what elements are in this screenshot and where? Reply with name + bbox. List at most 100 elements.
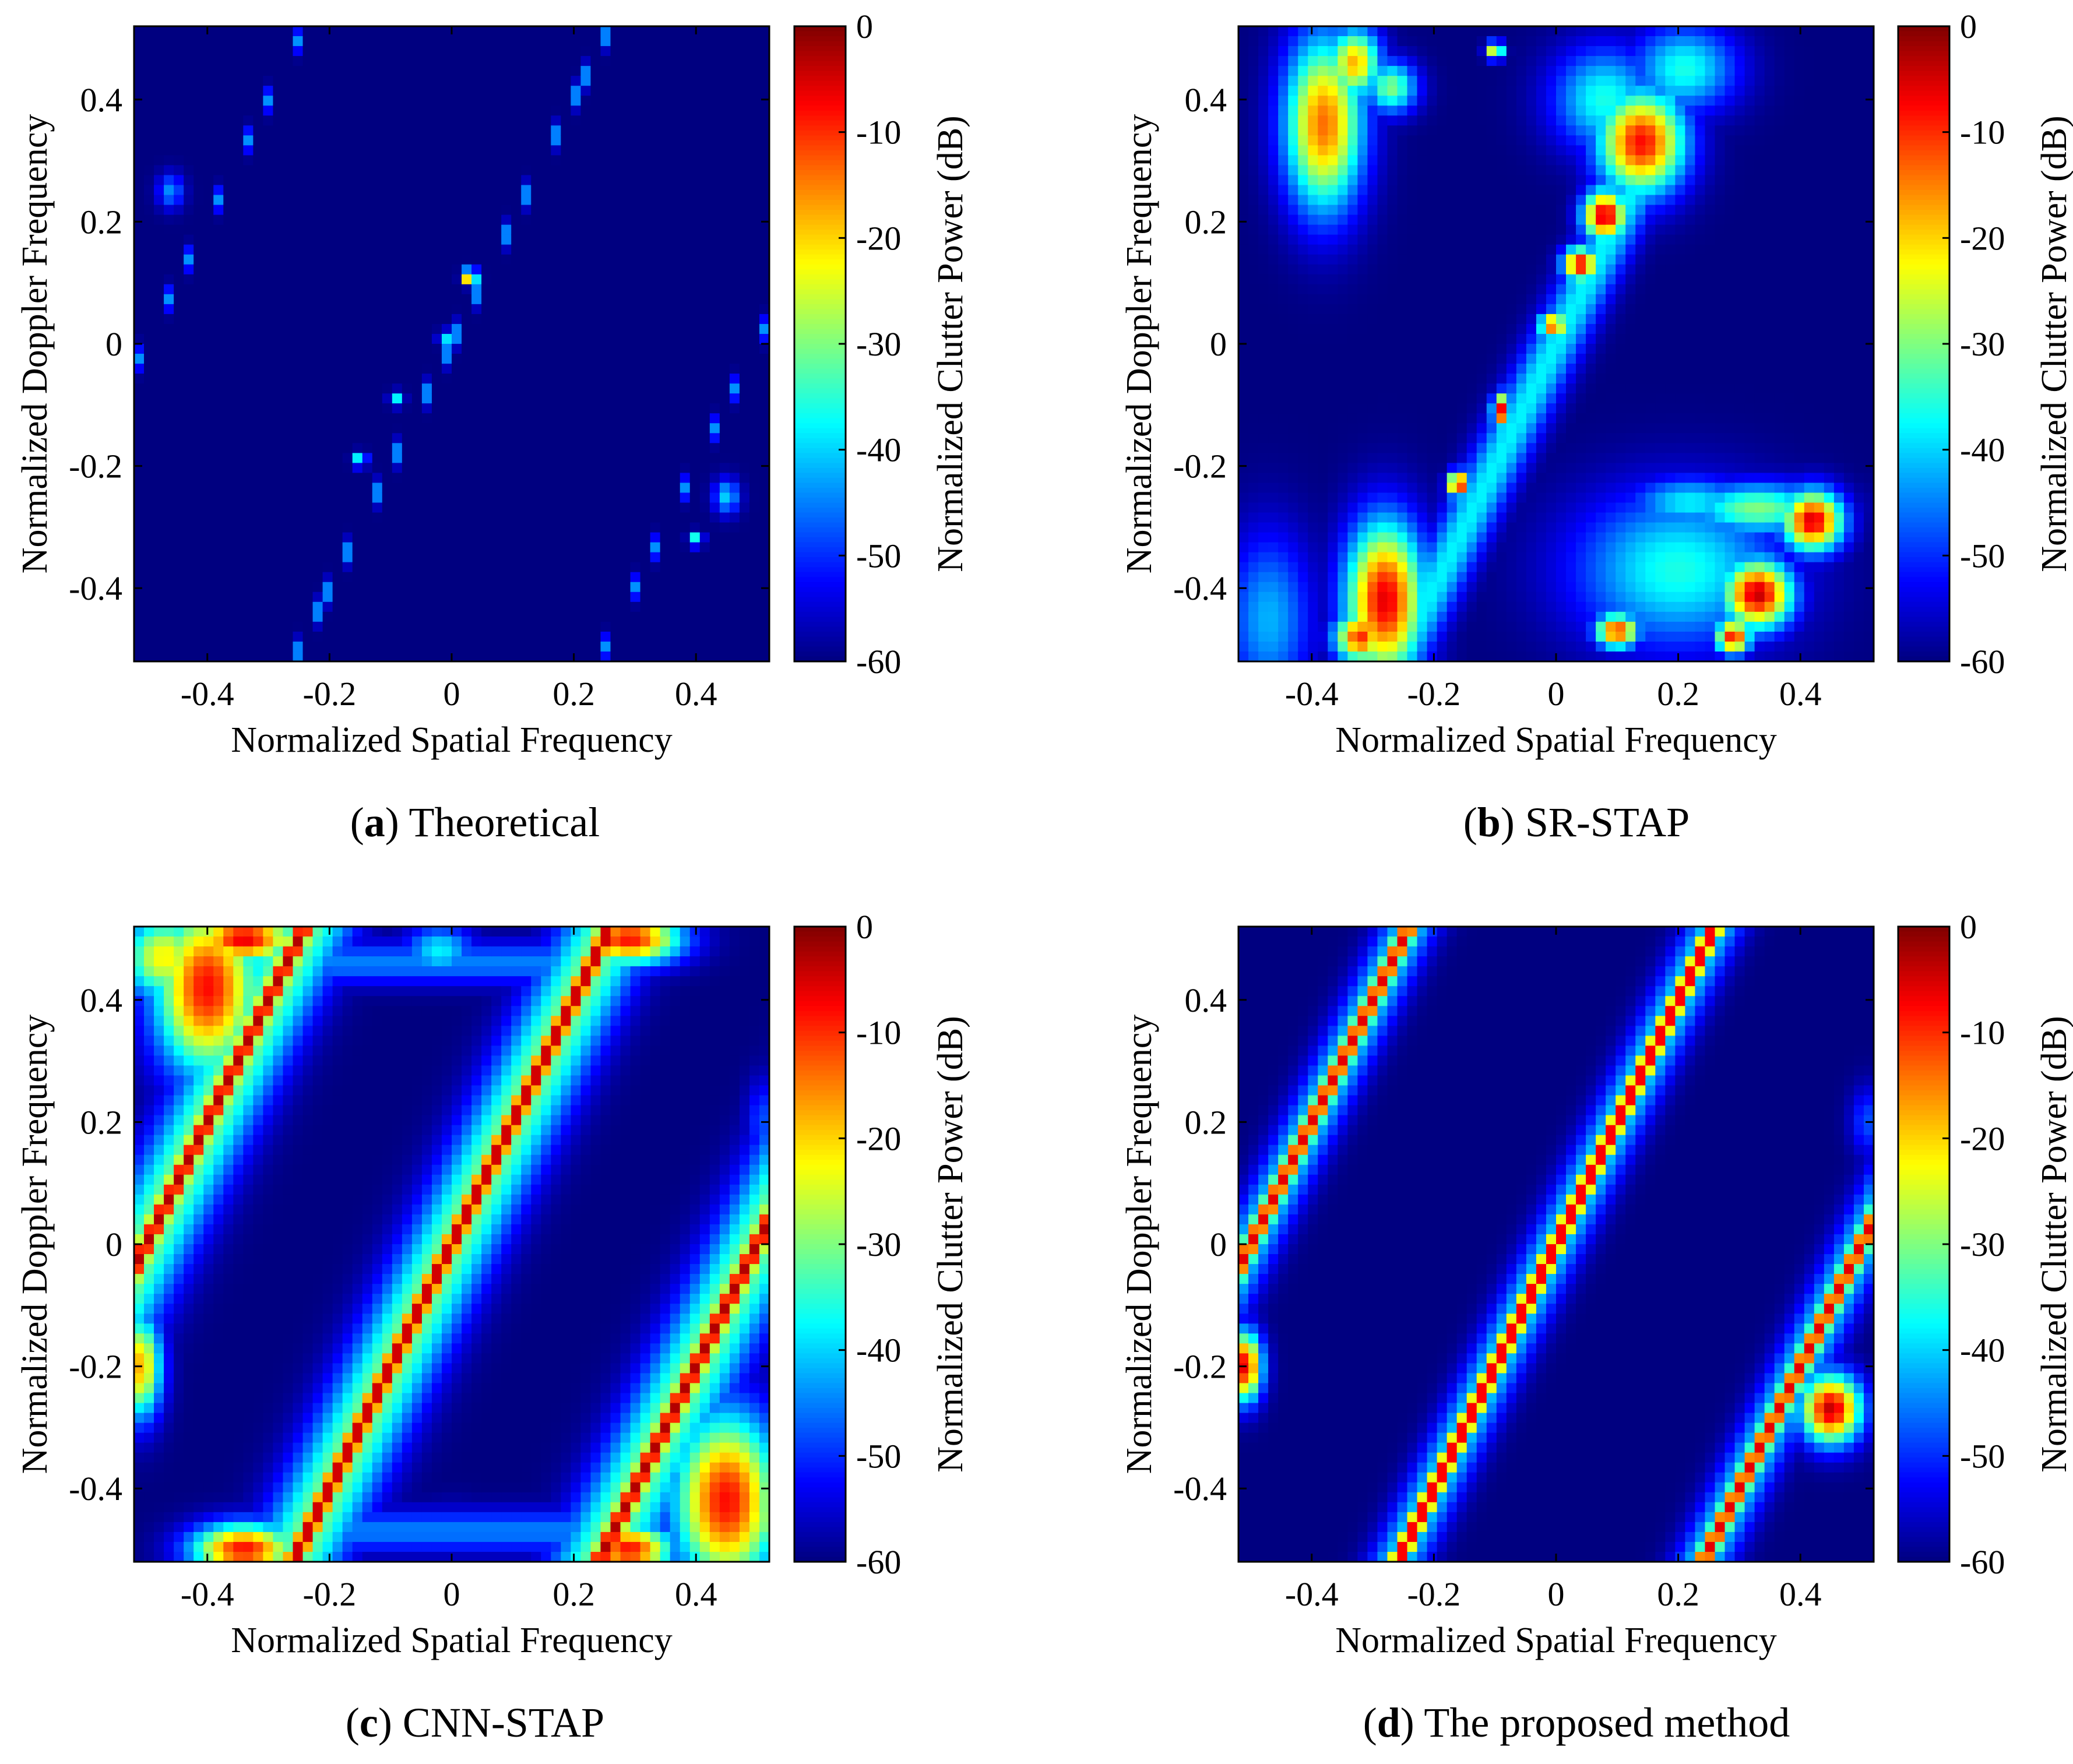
heatmap-cell	[402, 374, 413, 384]
heatmap-cell	[680, 413, 691, 424]
heatmap-cell	[749, 165, 760, 176]
heatmap-cell	[372, 195, 383, 206]
heatmap-cell	[719, 26, 730, 37]
heatmap-cell	[699, 195, 710, 206]
heatmap-cell	[1248, 582, 1259, 593]
heatmap-cell	[462, 473, 472, 484]
heatmap-cell	[739, 304, 750, 315]
heatmap-cell	[660, 582, 671, 593]
heatmap-cell	[164, 254, 174, 265]
heatmap-cell	[462, 562, 472, 573]
heatmap-cell	[620, 105, 631, 116]
heatmap-cell	[322, 205, 333, 216]
heatmap-cell	[511, 26, 522, 37]
heatmap-cell	[580, 383, 592, 394]
heatmap-cell	[471, 96, 482, 106]
heatmap-cell	[352, 522, 363, 533]
heatmap-cell	[441, 374, 452, 384]
heatmap-cell	[302, 36, 314, 47]
heatmap-cell	[184, 323, 194, 335]
heatmap-cell	[719, 591, 730, 603]
heatmap-cell	[203, 403, 214, 414]
heatmap-cell	[223, 601, 234, 612]
heatmap-cell	[452, 96, 462, 106]
heatmap-cell	[541, 453, 551, 463]
heatmap-cell	[759, 304, 770, 315]
heatmap-cell	[551, 601, 561, 612]
colorbar-step	[794, 408, 846, 414]
heatmap-cell	[193, 552, 204, 563]
heatmap-cell	[1338, 254, 1348, 265]
heatmap-cell	[630, 125, 641, 136]
heatmap-cell	[462, 572, 472, 583]
heatmap-cell	[193, 175, 204, 186]
heatmap-cell	[600, 185, 611, 196]
heatmap-cell	[590, 492, 601, 504]
heatmap-cell	[1288, 105, 1298, 116]
colorbar-step	[794, 323, 846, 330]
heatmap-cell	[481, 483, 492, 494]
heatmap-cell	[164, 572, 174, 583]
heatmap-cell	[402, 611, 413, 622]
heatmap-cell	[293, 374, 304, 384]
heatmap-cell	[144, 621, 154, 632]
heatmap-cell	[1278, 413, 1289, 424]
heatmap-cell	[1288, 125, 1298, 136]
heatmap-cell	[719, 323, 730, 335]
heatmap-cell	[421, 224, 432, 235]
heatmap-cell	[580, 304, 592, 315]
heatmap-cell	[670, 502, 681, 513]
heatmap-cell	[452, 274, 462, 285]
heatmap-cell	[223, 96, 234, 106]
heatmap-cell	[193, 651, 204, 662]
heatmap-cell	[521, 254, 532, 265]
heatmap-cell	[729, 383, 740, 394]
heatmap-cell	[283, 542, 294, 553]
heatmap-cell	[293, 433, 304, 443]
heatmap-cell	[154, 403, 164, 414]
heatmap-cell	[749, 66, 760, 76]
heatmap-cell	[154, 582, 164, 593]
heatmap-cell	[372, 453, 383, 463]
heatmap-cell	[1258, 591, 1269, 603]
heatmap-cell	[263, 195, 274, 206]
heatmap-cell	[541, 333, 551, 344]
heatmap-cell	[263, 413, 274, 424]
heatmap-cell	[402, 433, 413, 443]
heatmap-cell	[411, 224, 423, 235]
heatmap-cell	[1298, 125, 1308, 136]
heatmap-cell	[541, 473, 551, 484]
heatmap-cell	[154, 175, 164, 186]
heatmap-cell	[462, 294, 472, 305]
heatmap-cell	[1318, 294, 1328, 305]
heatmap-cell	[174, 492, 184, 504]
heatmap-cell	[511, 284, 522, 295]
heatmap-cell	[1258, 364, 1269, 374]
heatmap-cell	[491, 621, 502, 632]
heatmap-cell	[421, 26, 432, 37]
heatmap-cell	[541, 155, 551, 166]
heatmap-cell	[352, 333, 363, 344]
heatmap-cell	[1288, 224, 1298, 235]
heatmap-cell	[213, 254, 224, 265]
heatmap-cell	[342, 86, 353, 96]
heatmap-cell	[1248, 621, 1259, 632]
heatmap-cell	[620, 463, 631, 474]
heatmap-cell	[411, 443, 423, 453]
heatmap-cell	[302, 532, 314, 543]
heatmap-cell	[382, 374, 393, 384]
heatmap-cell	[749, 185, 760, 196]
heatmap-cell	[411, 96, 423, 106]
heatmap-cell	[729, 522, 740, 533]
heatmap-cell	[402, 364, 413, 374]
heatmap-cell	[302, 304, 314, 315]
heatmap-cell	[322, 631, 333, 642]
heatmap-cell	[630, 522, 641, 533]
heatmap-cell	[1238, 423, 1249, 434]
heatmap-cell	[462, 125, 472, 136]
heatmap-cell	[650, 294, 661, 305]
heatmap-cell	[531, 582, 541, 593]
heatmap-cell	[1318, 36, 1328, 47]
heatmap-cell	[630, 96, 641, 106]
heatmap-cell	[501, 234, 512, 245]
